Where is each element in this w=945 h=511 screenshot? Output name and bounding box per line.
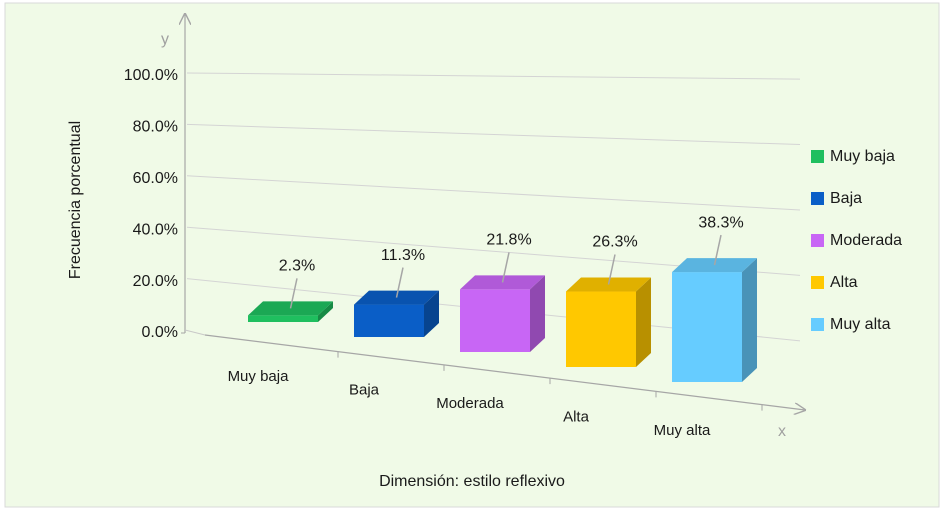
x-tick-label: Muy alta (654, 422, 711, 439)
legend: Muy baja Baja Moderada Alta Muy alta (811, 148, 902, 333)
y-axis-letter: y (161, 31, 169, 48)
y-axis-title: Frecuencia porcentual (67, 121, 84, 279)
y-tick-label: 0.0% (142, 324, 178, 341)
x-tick-label: Moderada (436, 395, 504, 412)
bar-front (672, 272, 742, 382)
data-label: 26.3% (592, 234, 637, 251)
grid-line (186, 123, 801, 146)
y-tick-label: 80.0% (133, 119, 178, 136)
legend-label: Moderada (830, 232, 902, 249)
legend-swatch (811, 150, 824, 163)
x-axis (204, 334, 805, 410)
legend-swatch (811, 276, 824, 289)
floor-edge (184, 329, 206, 336)
bar-side (318, 301, 333, 322)
bar-side (530, 275, 545, 352)
x-axis-letter: x (778, 423, 786, 440)
leader-line (289, 278, 298, 309)
legend-label: Alta (830, 274, 858, 291)
x-tick-label: Baja (349, 381, 380, 398)
legend-swatch (811, 234, 824, 247)
grid-line (186, 72, 801, 80)
leader-line (501, 252, 510, 283)
x-axis-title: Dimensión: estilo reflexivo (379, 473, 565, 490)
y-tick-label: 20.0% (133, 273, 178, 290)
data-label: 38.3% (698, 214, 743, 231)
y-tick-label: 100.0% (124, 67, 178, 84)
leader-line (395, 267, 404, 298)
data-label: 21.8% (486, 232, 531, 249)
legend-label: Muy alta (830, 316, 891, 333)
y-tick-label: 40.0% (133, 221, 178, 238)
x-tick-label: Muy baja (228, 368, 290, 385)
legend-label: Baja (830, 190, 862, 207)
bar-side (424, 290, 439, 337)
data-label: 11.3% (381, 247, 425, 264)
bars: 2.3% Muy baja 11.3% Baja 21.8% Moderada 26.3% A… (228, 214, 763, 439)
legend-swatch (811, 318, 824, 331)
grid-line (186, 175, 801, 211)
leader-line (607, 254, 616, 285)
y-tick-label: 60.0% (133, 170, 178, 187)
data-label: 2.3% (279, 258, 315, 275)
bar-front (566, 291, 636, 367)
bar-front (248, 315, 318, 322)
legend-label: Muy baja (830, 148, 895, 165)
legend-swatch (811, 192, 824, 205)
x-tick-label: Alta (563, 408, 590, 425)
bar-front (354, 304, 424, 337)
leader-line (713, 234, 722, 266)
chart-background (4, 2, 940, 508)
bar-side (742, 258, 757, 382)
bar-side (636, 277, 651, 367)
grid: 0.0% 20.0% 40.0% 60.0% 80.0% 100.0% (124, 67, 801, 342)
bar-front (460, 289, 530, 352)
